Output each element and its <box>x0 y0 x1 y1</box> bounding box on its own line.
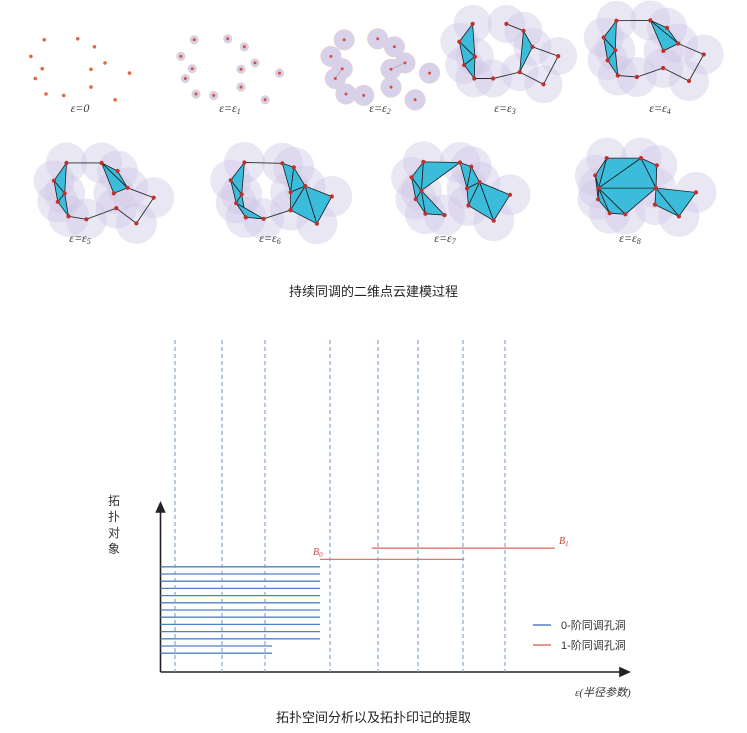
svg-text:B1: B1 <box>559 536 569 548</box>
svg-text:B0: B0 <box>313 547 323 559</box>
